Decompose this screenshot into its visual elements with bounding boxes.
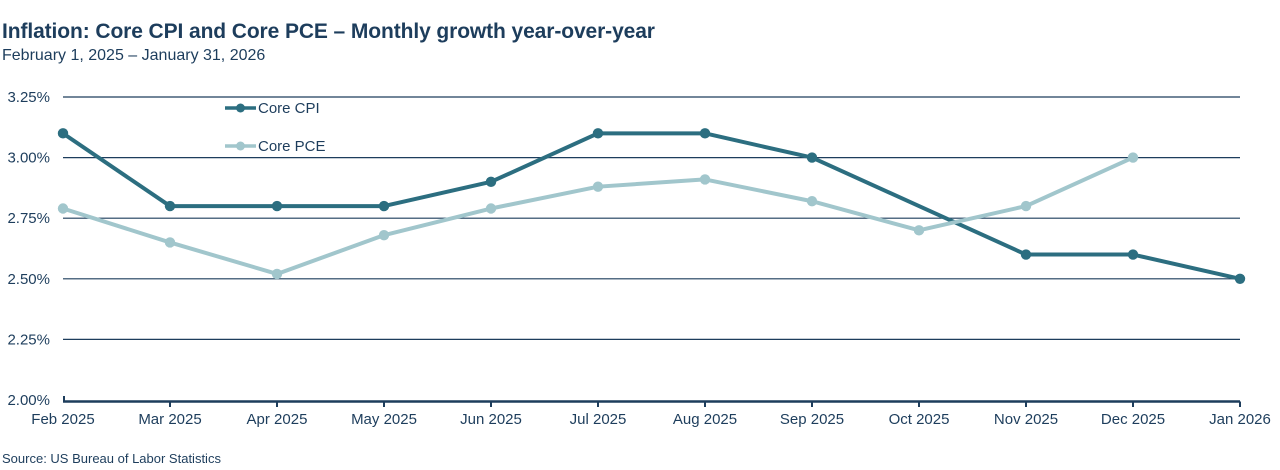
x-tick-label: Jun 2025 xyxy=(460,411,522,428)
series-line-core-pce xyxy=(61,155,1135,276)
data-point-marker xyxy=(1127,249,1139,260)
data-point-marker xyxy=(485,203,497,214)
data-point-marker xyxy=(1020,200,1032,212)
x-tick-label: Aug 2025 xyxy=(673,411,737,428)
x-tick-label: Apr 2025 xyxy=(247,411,308,428)
legend-item-core-pce: Core PCE xyxy=(224,137,326,155)
core-pce-line-marker-icon xyxy=(225,141,256,151)
data-point-marker xyxy=(271,200,283,212)
legend-item-core-cpi: Core CPI xyxy=(224,99,326,117)
data-point-marker xyxy=(592,181,604,192)
x-tick-label: May 2025 xyxy=(351,411,417,428)
core-cpi-line-marker-icon xyxy=(225,103,256,113)
x-tick-label: Feb 2025 xyxy=(31,411,94,428)
page-title: Inflation: Core CPI and Core PCE – Month… xyxy=(2,20,655,44)
source-note: Source: US Bureau of Labor Statistics xyxy=(2,451,221,466)
data-point-marker xyxy=(699,128,711,139)
data-point-marker xyxy=(1020,249,1032,260)
data-point-marker xyxy=(1234,273,1246,284)
data-point-marker xyxy=(806,196,818,207)
x-tick-label: Mar 2025 xyxy=(138,411,201,428)
data-point-marker xyxy=(1127,152,1139,163)
data-point-marker xyxy=(485,176,497,188)
x-tick-label: Jul 2025 xyxy=(570,411,627,428)
chart-legend: Core CPI Core PCE xyxy=(224,99,326,175)
data-point-marker xyxy=(806,152,818,163)
y-tick-label: 2.50% xyxy=(7,271,50,288)
data-point-marker xyxy=(913,225,925,236)
data-point-marker xyxy=(271,268,283,280)
legend-label-core-pce: Core PCE xyxy=(258,137,326,155)
x-tick-label: Oct 2025 xyxy=(889,411,950,428)
data-point-marker xyxy=(164,237,176,248)
data-point-marker xyxy=(164,200,176,212)
y-tick-label: 2.25% xyxy=(7,331,50,348)
data-point-marker xyxy=(592,128,604,139)
x-tick-label: Nov 2025 xyxy=(994,411,1058,428)
x-tick-label: Sep 2025 xyxy=(780,411,844,428)
series-line-core-cpi xyxy=(61,131,1242,281)
data-point-marker xyxy=(378,229,390,241)
x-tick-label: Dec 2025 xyxy=(1101,411,1165,428)
y-tick-label: 3.25% xyxy=(7,89,50,106)
data-point-marker xyxy=(57,128,69,139)
y-tick-label: 2.00% xyxy=(7,392,50,409)
x-tick-label: Jan 2026 xyxy=(1209,411,1271,428)
data-point-marker xyxy=(378,200,390,212)
data-point-marker xyxy=(57,203,69,214)
y-tick-label: 3.00% xyxy=(7,150,50,167)
date-range-subtitle: February 1, 2025 – January 31, 2026 xyxy=(2,47,266,64)
data-point-marker xyxy=(699,174,711,185)
legend-label-core-cpi: Core CPI xyxy=(258,99,320,117)
y-tick-label: 2.75% xyxy=(7,210,50,227)
